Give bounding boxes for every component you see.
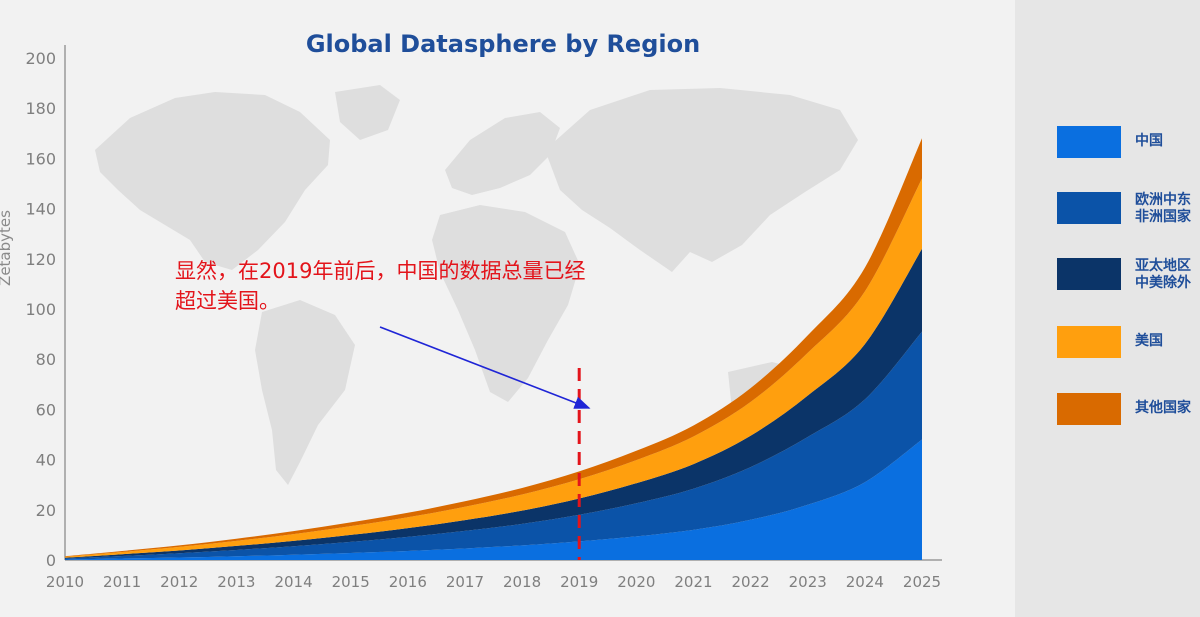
x-tick-label: 2010 (46, 573, 84, 591)
x-tick-label: 2018 (503, 573, 541, 591)
map-europe (445, 112, 560, 195)
x-tick-label: 2015 (332, 573, 370, 591)
y-tick-label: 20 (36, 501, 56, 520)
x-tick-label: 2019 (560, 573, 598, 591)
y-tick-label: 0 (46, 551, 56, 570)
annotation-text: 显然，在2019年前后，中国的数据总量已经超过美国。 (175, 259, 586, 313)
y-tick-label: 180 (25, 99, 56, 118)
legend-swatch-apac (1057, 258, 1121, 290)
y-tick-label: 140 (25, 200, 56, 219)
y-tick-label: 160 (25, 149, 56, 168)
y-tick-label: 200 (25, 49, 56, 68)
world-map-background (95, 85, 858, 485)
area-series-1 (65, 331, 922, 560)
legend-swatch-usa (1057, 326, 1121, 358)
x-tick-label: 2011 (103, 573, 141, 591)
y-axis-label: Zetabytes (0, 210, 14, 286)
legend-swatch-others (1057, 393, 1121, 425)
area-series-2 (65, 248, 922, 559)
x-tick-label: 2013 (217, 573, 255, 591)
x-tick-label: 2012 (160, 573, 198, 591)
chart-title: Global Datasphere by Region (306, 30, 700, 58)
area-series-0 (65, 439, 922, 560)
y-tick-label: 60 (36, 400, 56, 419)
x-tick-label: 2021 (674, 573, 712, 591)
x-tick-label: 2017 (446, 573, 484, 591)
legend-swatch-emea (1057, 192, 1121, 224)
legend-swatch-china (1057, 126, 1121, 158)
y-tick-labels: 0 20 40 60 80 100 120 140 160 180 200 (25, 49, 56, 570)
y-tick-label: 80 (36, 350, 56, 369)
x-tick-label: 2016 (389, 573, 427, 591)
map-greenland (335, 85, 400, 140)
y-tick-label: 120 (25, 250, 56, 269)
y-tick-label: 40 (36, 451, 56, 470)
x-tick-label: 2023 (789, 573, 827, 591)
map-south-america (255, 300, 355, 485)
x-tick-labels: 2010 2011 2012 2013 2014 2015 2016 2017 2018 2019… (46, 573, 941, 591)
map-africa (432, 205, 580, 402)
legend-label-china: 中国 (1135, 133, 1163, 149)
stacked-areas (65, 138, 922, 560)
legend-panel: 中国 欧洲中东 非洲国家 亚太地区 中美除外 美国 其他国家 (1015, 0, 1200, 617)
y-tick-label: 100 (25, 300, 56, 319)
x-tick-label: 2022 (732, 573, 770, 591)
x-tick-label: 2014 (274, 573, 312, 591)
map-north-america (95, 92, 330, 270)
legend-label-emea: 欧洲中东 非洲国家 (1135, 192, 1191, 225)
map-asia (545, 88, 858, 272)
legend-label-usa: 美国 (1135, 333, 1163, 349)
x-tick-label: 2024 (846, 573, 884, 591)
legend-label-others: 其他国家 (1135, 400, 1191, 416)
annotation-arrow (379, 326, 591, 409)
legend-label-apac: 亚太地区 中美除外 (1135, 258, 1191, 291)
x-tick-label: 2025 (903, 573, 941, 591)
x-tick-label: 2020 (617, 573, 655, 591)
